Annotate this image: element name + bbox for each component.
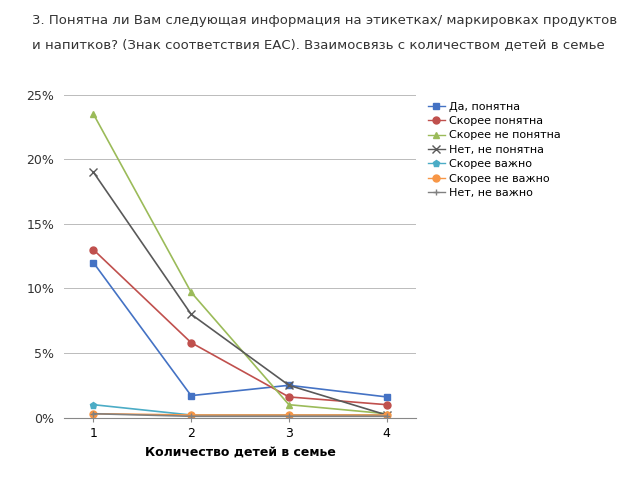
Скорее важно — [188, 412, 195, 418]
Legend: Да, понятна, Скорее понятна, Скорее не понятна, Нет, не понятна, Скорее важно, С: Да, понятна, Скорее понятна, Скорее не п… — [428, 102, 561, 198]
Line: Скорее не важно: Скорее не важно — [90, 410, 390, 419]
Скорее не понятна — [383, 411, 390, 417]
Скорее понятна — [383, 402, 390, 408]
Скорее понятна — [90, 247, 97, 252]
Нет, не понятна — [285, 383, 292, 388]
X-axis label: Количество детей в семье: Количество детей в семье — [145, 445, 335, 458]
Line: Скорее важно: Скорее важно — [90, 401, 390, 419]
Нет, не важно — [383, 413, 390, 419]
Скорее понятна — [285, 394, 292, 400]
Скорее важно — [383, 412, 390, 418]
Line: Нет, не важно: Нет, не важно — [90, 410, 390, 420]
Да, понятна — [285, 383, 292, 388]
Нет, не важно — [90, 411, 97, 417]
Line: Скорее понятна: Скорее понятна — [90, 246, 390, 408]
Скорее не важно — [188, 412, 195, 418]
Скорее понятна — [188, 340, 195, 346]
Скорее не понятна — [285, 402, 292, 408]
Line: Скорее не понятна: Скорее не понятна — [90, 110, 390, 417]
Скорее важно — [90, 402, 97, 408]
Нет, не понятна — [383, 412, 390, 418]
Да, понятна — [383, 394, 390, 400]
Нет, не важно — [285, 413, 292, 419]
Text: и напитков? (Знак соответствия ЕАС). Взаимосвязь с количеством детей в семье: и напитков? (Знак соответствия ЕАС). Вза… — [32, 38, 605, 51]
Нет, не понятна — [188, 312, 195, 317]
Скорее не понятна — [188, 289, 195, 295]
Скорее не важно — [90, 411, 97, 417]
Line: Нет, не понятна: Нет, не понятна — [89, 168, 391, 419]
Нет, не понятна — [90, 169, 97, 175]
Скорее не важно — [285, 412, 292, 418]
Нет, не важно — [188, 413, 195, 419]
Да, понятна — [188, 393, 195, 398]
Скорее не понятна — [90, 111, 97, 117]
Text: 3. Понятна ли Вам следующая информация на этикетках/ маркировках продуктов: 3. Понятна ли Вам следующая информация н… — [32, 14, 617, 27]
Да, понятна — [90, 260, 97, 265]
Скорее важно — [285, 412, 292, 418]
Скорее не важно — [383, 412, 390, 418]
Line: Да, понятна: Да, понятна — [90, 259, 390, 400]
